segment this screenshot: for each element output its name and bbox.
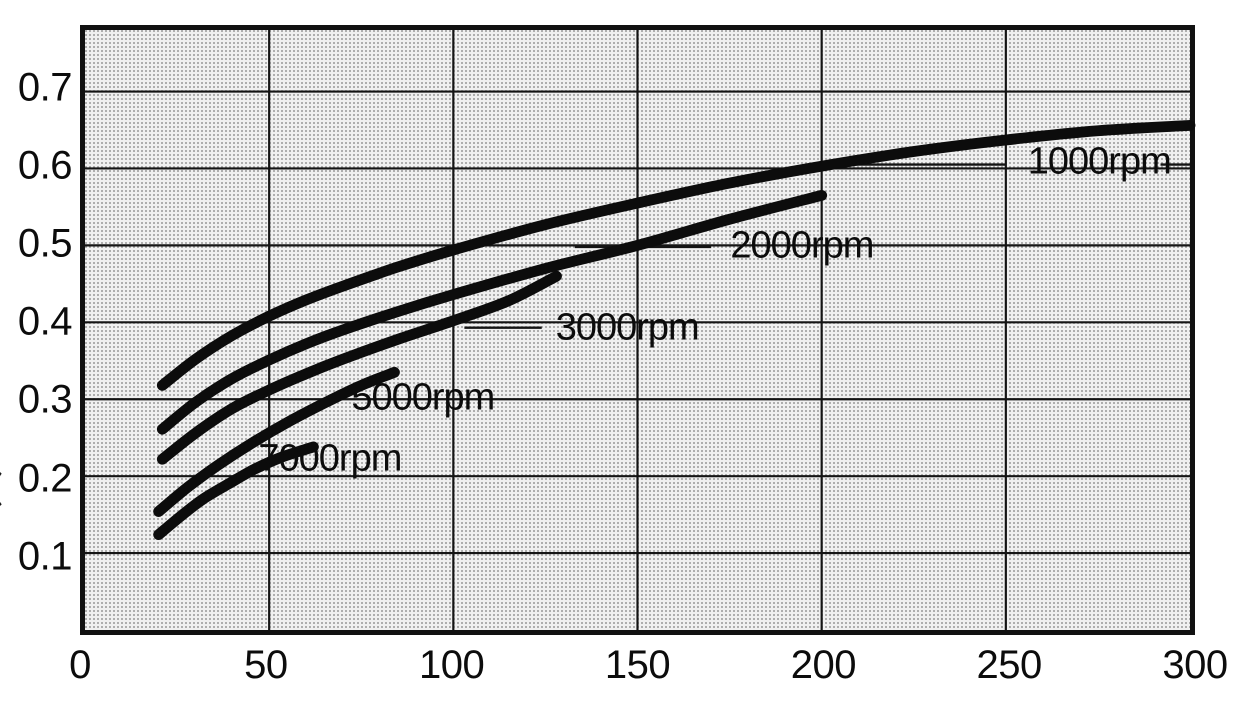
- x-tick-label: 100: [419, 643, 485, 687]
- series-label-5000rpm: 5000rpm: [351, 376, 495, 419]
- y-tick-label: 0.2: [17, 456, 73, 501]
- y-tick-label: 0.7: [17, 65, 73, 110]
- curve-3000rpm: [156, 270, 562, 465]
- series-label-1000rpm: 1000rpm: [1027, 140, 1172, 183]
- gridlines: [85, 30, 1190, 630]
- y-tick-label: 0.1: [17, 534, 73, 579]
- series-curves: [153, 119, 1196, 541]
- y-tick-label: 0.4: [17, 299, 73, 344]
- x-tick-label: 300: [1162, 643, 1228, 687]
- x-tick-label: 150: [604, 643, 671, 687]
- curve-7000rpm: [153, 441, 319, 541]
- x-tick-label: 50: [244, 643, 288, 687]
- curve-2000rpm: [156, 189, 828, 435]
- curve-1000rpm: [156, 119, 1196, 391]
- x-tick-label: 250: [976, 643, 1043, 687]
- series-label-2000rpm: 2000rpm: [730, 224, 874, 267]
- y-tick-label: 0.5: [17, 221, 73, 266]
- x-tick-label: 0: [69, 643, 91, 687]
- x-tick-label: 200: [790, 643, 857, 687]
- y-tick-label: 0.6: [17, 143, 73, 188]
- series-label-7000rpm: 7000rpm: [258, 437, 402, 480]
- curve-5000rpm: [153, 366, 400, 517]
- series-label-3000rpm: 3000rpm: [555, 306, 700, 349]
- y-tick-label: 0.3: [17, 377, 73, 422]
